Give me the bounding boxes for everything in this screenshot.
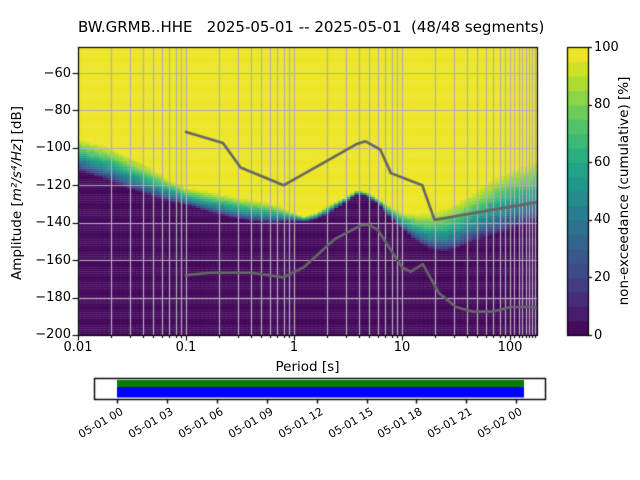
x-tick-label: 100 (497, 340, 523, 355)
colorbar-tick-label: 0 (594, 327, 603, 343)
y-tick-label: −160 (35, 252, 71, 268)
colorbar-tick-label: 80 (594, 97, 611, 113)
y-tick-label: −180 (35, 290, 71, 306)
colorbar-tick-label: 40 (594, 212, 611, 228)
y-tick-label: −200 (35, 327, 71, 343)
colorbar-tick-label: 60 (594, 154, 611, 170)
y-tick-label: −100 (35, 140, 71, 156)
x-tick-label: 1 (289, 340, 299, 355)
x-axis-label: Period [s] (275, 359, 340, 375)
x-tick-label: 0.1 (175, 340, 197, 355)
y-tick-label: −140 (35, 215, 71, 231)
y-tick-label: −80 (43, 102, 71, 118)
x-tick-label: 0.01 (63, 340, 93, 355)
colorbar-tick-label: 20 (594, 269, 611, 285)
colorbar-label: non-exceedance (cumulative) [%] (616, 76, 632, 306)
colorbar-tick-label: 100 (594, 39, 619, 55)
y-tick-label: −120 (35, 177, 71, 193)
y-tick-label: −60 (43, 65, 71, 81)
plot-title: BW.GRMB..HHE 2025-05-01 -- 2025-05-01 (4… (78, 18, 545, 36)
x-tick-label: 10 (393, 340, 411, 355)
y-axis-label-prefix: Amplitude [ (9, 201, 25, 281)
